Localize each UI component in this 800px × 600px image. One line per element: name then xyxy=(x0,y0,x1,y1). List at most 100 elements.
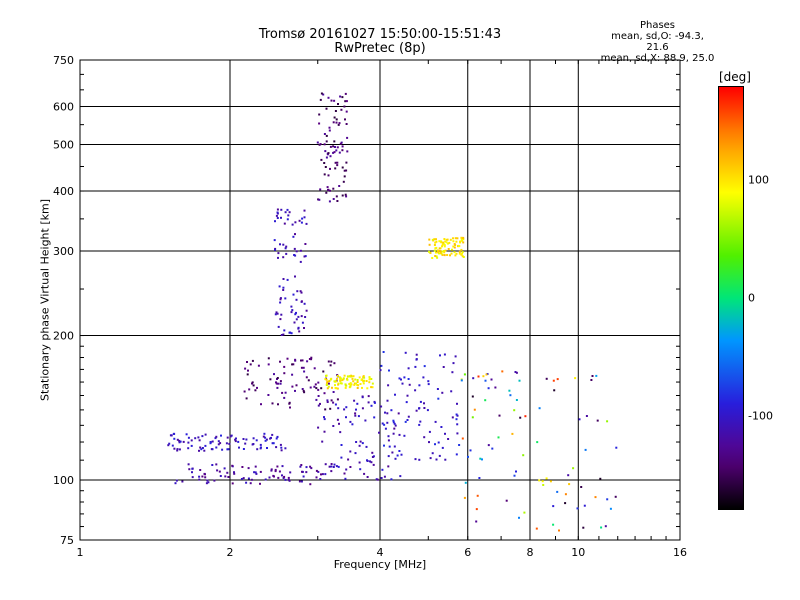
echo-point xyxy=(264,478,267,481)
echo-point xyxy=(283,475,286,478)
echo-point xyxy=(289,471,292,474)
echo-point xyxy=(327,382,330,385)
echo-point xyxy=(347,458,350,461)
echo-point xyxy=(454,254,457,257)
echo-point xyxy=(334,146,336,148)
echo-point xyxy=(243,390,246,393)
echo-point xyxy=(433,238,436,241)
echo-point xyxy=(298,480,301,483)
echo-point xyxy=(515,399,518,401)
echo-point xyxy=(323,416,325,419)
echo-point xyxy=(330,470,333,473)
echo-point xyxy=(429,457,432,460)
echo-point xyxy=(277,382,280,385)
echo-point xyxy=(460,379,463,382)
echo-point xyxy=(453,246,456,249)
echo-point xyxy=(437,397,440,400)
echo-point xyxy=(334,403,337,406)
echo-point xyxy=(349,382,352,385)
echo-point xyxy=(346,150,349,153)
echo-point xyxy=(274,470,277,473)
echo-point xyxy=(443,254,446,257)
echo-point xyxy=(304,255,307,258)
echo-point xyxy=(252,437,255,440)
echo-point xyxy=(300,359,302,362)
echo-point xyxy=(436,388,439,390)
echo-point xyxy=(179,440,182,443)
echo-point xyxy=(333,140,336,143)
echo-point xyxy=(582,526,585,529)
y-tick-label: 300 xyxy=(53,245,74,258)
echo-point xyxy=(434,255,437,257)
echo-point xyxy=(454,355,457,358)
echo-point xyxy=(224,475,227,478)
echo-point xyxy=(214,437,217,440)
echo-point xyxy=(276,435,279,438)
echo-point xyxy=(348,375,351,378)
echo-point xyxy=(251,381,254,384)
colorbar xyxy=(718,86,744,510)
echo-point xyxy=(394,457,397,460)
colorbar-label: [deg] xyxy=(719,70,751,84)
echo-point xyxy=(340,108,343,111)
echo-point xyxy=(606,420,609,423)
echo-point xyxy=(309,483,312,486)
echo-point xyxy=(290,332,293,335)
echo-point xyxy=(446,238,449,241)
echo-point xyxy=(330,465,333,468)
echo-point xyxy=(455,418,458,421)
echo-point xyxy=(347,375,349,378)
echo-point xyxy=(444,240,447,243)
x-tick-label: 1 xyxy=(77,546,84,559)
echo-point xyxy=(306,360,309,363)
echo-point xyxy=(338,151,341,154)
echo-point xyxy=(336,418,339,421)
echo-point xyxy=(271,442,274,445)
echo-point xyxy=(458,250,461,253)
echo-point xyxy=(460,248,463,251)
echo-point xyxy=(484,379,487,382)
echo-point xyxy=(246,373,249,376)
echo-point xyxy=(513,474,516,477)
echo-point xyxy=(325,134,328,137)
echo-point xyxy=(313,385,316,388)
echo-point xyxy=(285,245,288,248)
phase-stats-heading: Phases xyxy=(639,20,676,31)
echo-point xyxy=(249,363,252,366)
echo-point xyxy=(290,305,293,308)
echo-point xyxy=(191,476,194,479)
echo-point xyxy=(423,436,426,439)
echo-point xyxy=(241,466,244,468)
y-tick-label: 100 xyxy=(53,474,74,487)
echo-point xyxy=(462,236,465,239)
echo-point xyxy=(301,359,304,362)
echo-point xyxy=(327,96,330,99)
echo-point xyxy=(334,161,337,164)
echo-point xyxy=(332,401,335,404)
echo-point xyxy=(401,382,404,385)
echo-point xyxy=(487,387,490,390)
echo-point xyxy=(308,358,311,360)
echo-point xyxy=(384,411,386,414)
echo-point xyxy=(428,243,431,246)
echo-point xyxy=(378,431,380,434)
echo-point xyxy=(519,416,522,419)
echo-point xyxy=(205,482,208,485)
echo-point xyxy=(345,100,348,103)
echo-point xyxy=(279,297,282,300)
echo-point xyxy=(443,251,446,254)
echo-point xyxy=(443,245,446,248)
echo-point xyxy=(435,251,437,254)
echo-point xyxy=(337,383,340,386)
echo-point xyxy=(343,408,346,411)
echo-point xyxy=(245,481,248,484)
echo-point xyxy=(344,118,346,121)
echo-point xyxy=(342,377,345,380)
echo-point xyxy=(394,424,397,427)
echo-point xyxy=(371,386,374,389)
echo-point xyxy=(418,407,421,410)
echo-point xyxy=(448,241,451,244)
echo-point xyxy=(279,298,282,301)
echo-point xyxy=(392,432,395,435)
echo-point xyxy=(282,256,285,259)
